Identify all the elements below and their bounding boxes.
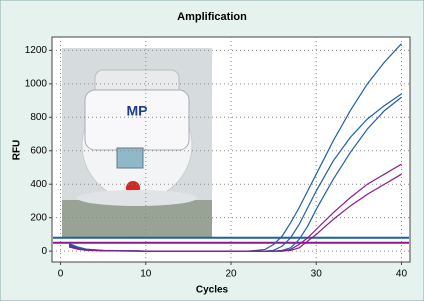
x-axis-label: Cycles — [196, 285, 229, 296]
y-tick-label: 1000 — [25, 78, 48, 89]
x-tick-label: 20 — [225, 269, 237, 280]
x-tick-label: 10 — [140, 269, 152, 280]
x-tick-label: 40 — [396, 269, 408, 280]
y-tick-label: 800 — [30, 112, 47, 123]
y-tick-label: 1200 — [25, 45, 48, 56]
y-tick-label: 600 — [30, 145, 47, 156]
y-axis-label: RFU — [12, 140, 23, 161]
x-tick-label: 0 — [58, 269, 64, 280]
y-tick-label: 0 — [41, 246, 47, 257]
chart: MP Amplification Cycles RFU 020040060080… — [0, 0, 424, 301]
y-tick-label: 400 — [30, 179, 47, 190]
x-tick-label: 30 — [311, 269, 323, 280]
photo: MP — [62, 48, 212, 238]
chart-title: Amplification — [177, 11, 247, 23]
svg-text:MP: MP — [127, 103, 148, 119]
y-tick-label: 200 — [30, 212, 47, 223]
